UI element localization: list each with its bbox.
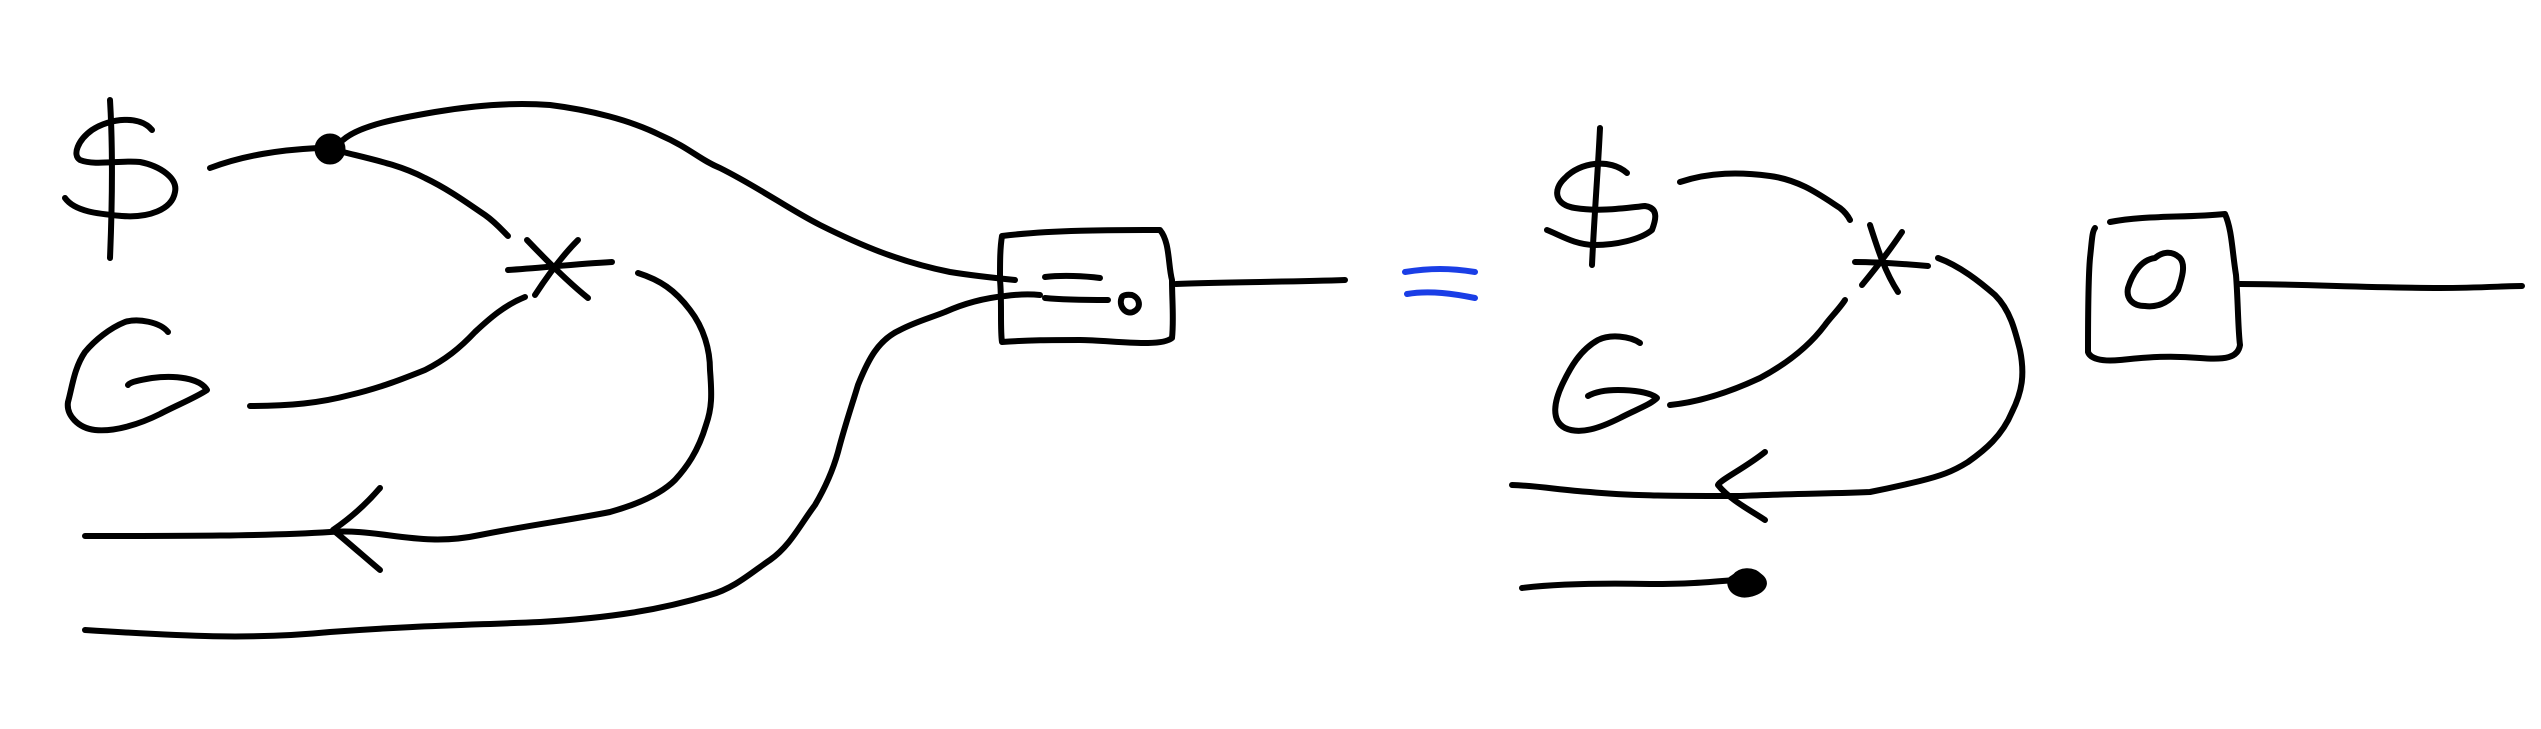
left-diagram (62, 97, 1043, 640)
left-wire-dot-to-box (340, 101, 1018, 283)
right-box-circle (2124, 249, 2187, 310)
right-wire-star-loop (1509, 255, 2026, 499)
left-wire-spiral-to-star (247, 294, 528, 409)
equals-sign-icon (1402, 266, 1478, 301)
right-dollar-icon (1544, 125, 1659, 268)
right-spiral-icon (1552, 333, 1660, 434)
left-spiral-icon (64, 317, 210, 434)
right-wire-box-output (2237, 281, 2525, 291)
left-wire-box-input (82, 291, 1043, 640)
left-box-line-1 (1042, 272, 1103, 281)
left-wire-dot-to-star (340, 149, 511, 239)
right-end-dot (1727, 568, 1767, 598)
left-box-line-2 (1042, 295, 1111, 303)
left-star-icon (505, 237, 615, 301)
left-arrowhead (330, 485, 383, 573)
left-wire-box-output (1173, 277, 1348, 287)
left-wire-dollar-to-dot (207, 145, 321, 171)
right-wire-input-to-dot (1519, 577, 1738, 591)
right-box-node (2085, 211, 2525, 364)
right-arrowhead (1715, 449, 1768, 523)
right-wire-spiral-to-star (1667, 297, 1848, 408)
left-wire-star-loop (82, 270, 715, 543)
left-box-node (997, 227, 1348, 347)
right-wire-dollar-to-star (1677, 170, 1853, 223)
left-dollar-icon (62, 97, 179, 261)
right-diagram (1509, 125, 2026, 598)
left-merge-dot (314, 133, 346, 165)
right-star-icon (1852, 222, 1931, 295)
left-box-small-circle (1117, 291, 1142, 316)
